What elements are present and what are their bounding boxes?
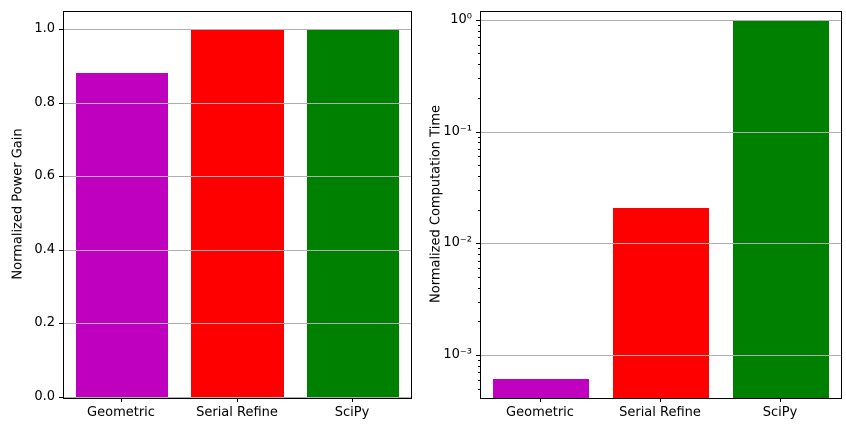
y-minor-tick (478, 31, 480, 32)
y-minor-tick (478, 156, 480, 157)
gridline (64, 102, 411, 104)
gridline (64, 29, 411, 31)
y-minor-tick (478, 142, 480, 143)
y-tick-label: 1.0 (34, 21, 55, 36)
y-minor-tick (478, 25, 480, 26)
y-minor-tick (478, 78, 480, 79)
y-tick (59, 323, 63, 324)
power-gain-chart (63, 11, 412, 399)
y-minor-tick (478, 149, 480, 150)
y-minor-tick (478, 360, 480, 361)
y-minor-tick (478, 288, 480, 289)
y-tick-label: 10⁻² (443, 235, 472, 250)
bar-geometric (493, 379, 589, 398)
y-tick-label: 0.0 (34, 389, 55, 404)
y-minor-tick (478, 372, 480, 373)
y-tick-label: 0.6 (34, 168, 55, 183)
y-tick-label: 10⁻³ (443, 347, 472, 362)
y-tick-label: 0.4 (34, 242, 55, 257)
y-tick-label: 10⁻¹ (443, 124, 472, 139)
y-minor-tick (478, 321, 480, 322)
y-minor-tick (478, 165, 480, 166)
y-minor-tick (478, 210, 480, 211)
y-minor-tick (478, 137, 480, 138)
gridline (481, 19, 841, 21)
y-minor-tick (478, 380, 480, 381)
y-tick (59, 29, 63, 30)
x-tick-label: Serial Refine (619, 405, 701, 420)
y-tick-label: 10⁰ (450, 12, 472, 27)
y-minor-tick (478, 302, 480, 303)
y-minor-tick (478, 45, 480, 46)
y-tick (59, 397, 63, 398)
x-tick (780, 398, 781, 402)
y-minor-tick (478, 268, 480, 269)
computation-time-chart (480, 11, 842, 399)
y-minor-tick (478, 261, 480, 262)
y-tick-label: 0.2 (34, 315, 55, 330)
y-tick (59, 250, 63, 251)
bar-geometric (75, 73, 169, 398)
y-minor-tick (478, 277, 480, 278)
x-tick-label: Serial Refine (196, 405, 278, 420)
y-minor-tick (478, 37, 480, 38)
bar-serial-refine (191, 30, 284, 398)
x-tick-label: SciPy (762, 405, 798, 420)
x-tick-label: SciPy (334, 405, 370, 420)
x-tick (660, 398, 661, 402)
y-minor-tick (478, 389, 480, 390)
x-tick (121, 398, 122, 402)
y-minor-tick (478, 64, 480, 65)
gridline (64, 249, 411, 251)
y-minor-tick (478, 190, 480, 191)
gridline (64, 323, 411, 325)
y-minor-tick (478, 98, 480, 99)
y-minor-tick (478, 248, 480, 249)
x-tick-label: Geometric (87, 405, 155, 420)
y-tick (59, 103, 63, 104)
y-tick (476, 20, 480, 21)
x-tick (540, 398, 541, 402)
y-minor-tick (478, 366, 480, 367)
gridline (481, 131, 841, 133)
y-tick (59, 176, 63, 177)
y-tick (476, 132, 480, 133)
y-tick (476, 355, 480, 356)
gridline (481, 354, 841, 356)
y-tick-label: 0.8 (34, 95, 55, 110)
bar-scipy (733, 21, 829, 398)
y-minor-tick (478, 53, 480, 54)
bar-serial-refine (613, 208, 709, 398)
x-tick (352, 398, 353, 402)
y-tick (476, 243, 480, 244)
gridline (481, 243, 841, 245)
x-tick-label: Geometric (506, 405, 574, 420)
y-minor-tick (478, 176, 480, 177)
gridline (64, 176, 411, 178)
gridline (64, 397, 411, 398)
y-minor-tick (478, 254, 480, 255)
bar-scipy (306, 30, 400, 398)
x-tick (237, 398, 238, 402)
